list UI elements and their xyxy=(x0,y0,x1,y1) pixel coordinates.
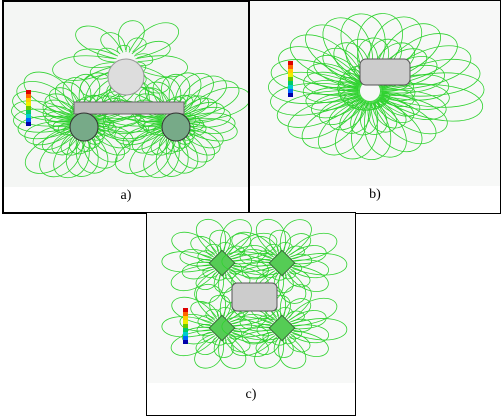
wheel xyxy=(70,113,98,141)
legend-swatch xyxy=(288,65,293,69)
legend-swatch xyxy=(183,340,188,344)
legend-swatch xyxy=(288,69,293,73)
legend-swatch xyxy=(26,90,31,94)
panel-a: a) xyxy=(2,0,250,214)
legend-swatch xyxy=(183,316,188,320)
legend-swatch xyxy=(183,312,188,316)
panel-c: c) xyxy=(146,212,356,416)
body xyxy=(360,59,410,85)
simulation-image xyxy=(4,2,248,187)
legend-swatch xyxy=(288,85,293,89)
figure: a) b) c) xyxy=(0,0,501,418)
legend-swatch xyxy=(26,94,31,98)
legend-swatch xyxy=(183,332,188,336)
legend-swatch xyxy=(26,114,31,118)
legend-swatch xyxy=(183,336,188,340)
legend-swatch xyxy=(288,73,293,77)
legend-swatch xyxy=(288,93,293,97)
legend-swatch xyxy=(183,324,188,328)
legend-swatch xyxy=(26,102,31,106)
background xyxy=(250,1,500,186)
legend-swatch xyxy=(288,61,293,65)
legend-swatch xyxy=(288,89,293,93)
body xyxy=(232,283,277,311)
body xyxy=(108,59,144,95)
simulation-image xyxy=(147,213,355,383)
legend-swatch xyxy=(183,320,188,324)
legend-swatch xyxy=(26,110,31,114)
wheel xyxy=(162,113,190,141)
panel-label: a) xyxy=(4,188,248,204)
legend-swatch xyxy=(26,122,31,126)
legend-swatch xyxy=(26,98,31,102)
legend-swatch xyxy=(183,308,188,312)
legend-swatch xyxy=(288,77,293,81)
legend-swatch xyxy=(26,106,31,110)
legend-swatch xyxy=(183,328,188,332)
panel-label: c) xyxy=(147,387,355,403)
panel-label: b) xyxy=(250,187,500,203)
legend-swatch xyxy=(288,81,293,85)
legend-swatch xyxy=(26,118,31,122)
body xyxy=(74,102,184,114)
simulation-image xyxy=(250,1,500,186)
panel-b: b) xyxy=(249,0,501,214)
